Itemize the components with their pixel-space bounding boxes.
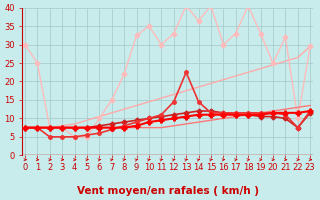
X-axis label: Vent moyen/en rafales ( km/h ): Vent moyen/en rafales ( km/h ) xyxy=(76,186,259,196)
